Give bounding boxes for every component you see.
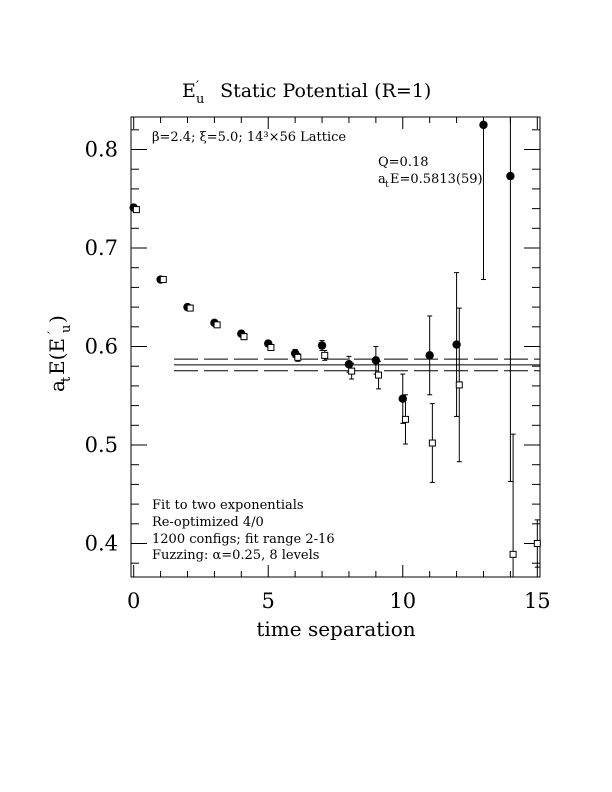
- data-point-square: [533, 540, 541, 548]
- y-tick-label: 0.8: [85, 138, 118, 162]
- method-line-3: 1200 configs; fit range 2-16: [152, 532, 335, 547]
- data-markers: [129, 120, 541, 558]
- x-tick-label: 5: [262, 589, 275, 613]
- fit-energy-t: t: [385, 180, 389, 190]
- data-point-square: [240, 333, 248, 341]
- x-axis-label: time separation: [256, 617, 415, 641]
- y-label-u: u: [59, 325, 74, 333]
- title-rest: Static Potential (R=1): [208, 80, 431, 102]
- x-tick-label: 10: [389, 589, 416, 613]
- data-point-square: [375, 371, 383, 379]
- y-label-prime: ′: [46, 331, 61, 334]
- y-label-a: a: [45, 380, 69, 392]
- data-point-square: [213, 321, 221, 329]
- data-point-square: [132, 206, 140, 214]
- y-label-e: E(E: [45, 338, 69, 375]
- fit-energy-annotation: a t E=0.5813(59): [378, 172, 483, 190]
- title-prime: ′: [196, 79, 199, 94]
- axis-tick-labels: 0 5 10 15 0.4 0.5 0.6 0.7 0.8: [85, 138, 551, 613]
- y-tick-label: 0.5: [85, 433, 118, 457]
- data-point-circle: [371, 356, 381, 365]
- lattice-annotation: β=2.4; ξ=5.0; 14³×56 Lattice: [152, 130, 346, 145]
- data-point-circle: [317, 341, 327, 350]
- data-point-circle: [479, 120, 488, 130]
- data-point-square: [186, 304, 194, 312]
- data-point-square: [401, 415, 409, 423]
- title-e: E: [182, 80, 196, 102]
- y-tick-label: 0.7: [85, 236, 118, 260]
- y-axis-label: a t E(E ′ u ): [45, 315, 74, 392]
- x-tick-label: 0: [127, 589, 140, 613]
- data-point-circle: [452, 340, 461, 349]
- y-label-t: t: [59, 376, 74, 382]
- data-point-square: [159, 276, 167, 284]
- q-annotation: Q=0.18: [378, 155, 429, 170]
- data-point-circle: [506, 171, 515, 181]
- method-annotation: Fit to two exponentials Re-optimized 4/0…: [152, 498, 335, 563]
- data-point-circle: [425, 351, 434, 360]
- axis-ticks: [131, 117, 540, 577]
- x-tick-label: 15: [524, 589, 551, 613]
- method-line-2: Re-optimized 4/0: [152, 515, 264, 530]
- data-point-square: [348, 367, 356, 375]
- data-point-square: [428, 439, 436, 447]
- data-point-circle: [344, 360, 354, 369]
- data-point-square: [321, 351, 329, 359]
- data-point-circle: [398, 394, 407, 403]
- data-point-square: [294, 353, 302, 361]
- data-point-square: [509, 550, 517, 558]
- fit-band: [174, 358, 540, 372]
- data-point-square: [267, 343, 275, 351]
- method-line-1: Fit to two exponentials: [152, 498, 304, 513]
- title-sub-u: u: [196, 92, 204, 107]
- fit-energy-a: a: [378, 172, 386, 187]
- y-tick-label: 0.4: [85, 532, 118, 556]
- y-tick-label: 0.6: [85, 335, 118, 359]
- fit-energy-value: E=0.5813(59): [390, 172, 483, 187]
- y-label-close: ): [45, 315, 69, 323]
- method-line-4: Fuzzing: α=0.25, 8 levels: [152, 548, 319, 563]
- data-point-square: [455, 381, 463, 389]
- chart-title: E ′ u Static Potential (R=1): [182, 79, 431, 107]
